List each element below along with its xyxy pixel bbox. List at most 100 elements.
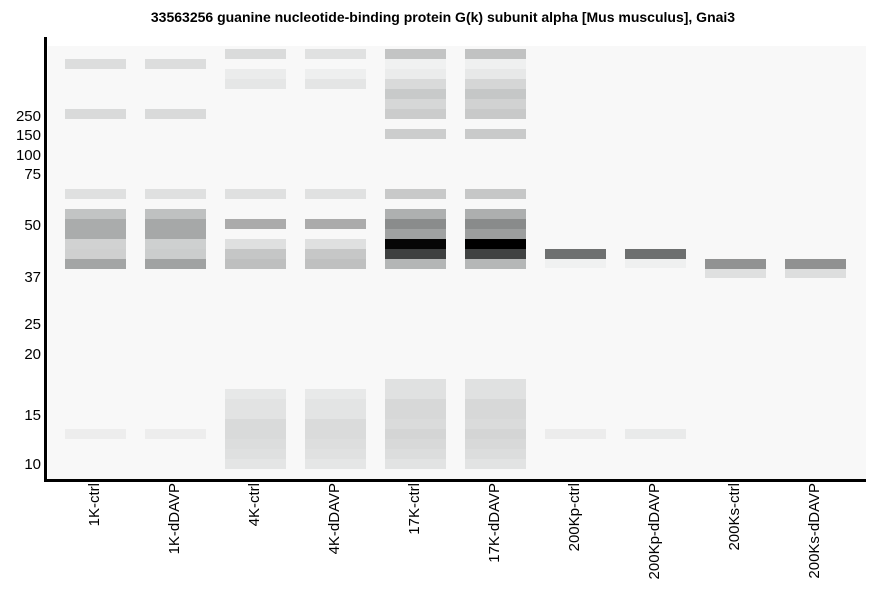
lane-label: 17K-ctrl (406, 483, 423, 535)
gel-band (465, 229, 526, 239)
gel-band (305, 439, 366, 449)
gel-band (385, 109, 446, 119)
figure-title: 33563256 guanine nucleotide-binding prot… (150, 9, 736, 25)
y-axis-tick-label: 15 (24, 407, 41, 424)
gel-band (225, 449, 286, 459)
gel-band (305, 69, 366, 79)
gel-band (385, 129, 446, 139)
gel-band (465, 399, 526, 419)
gel-band (385, 189, 446, 199)
gel-band (465, 449, 526, 459)
gel-band (785, 259, 846, 269)
y-axis-tick-label: 10 (24, 456, 41, 473)
lane-label: 17K-dDAVP (486, 483, 503, 563)
gel-band (65, 259, 126, 269)
gel-band (145, 259, 206, 269)
gel-band (65, 189, 126, 199)
gel-band (225, 69, 286, 79)
gel-band (385, 259, 446, 269)
y-axis-tick-label: 20 (24, 346, 41, 363)
gel-band (465, 59, 526, 69)
gel-band (225, 259, 286, 269)
y-axis-tick-label: 25 (24, 316, 41, 333)
gel-band (705, 259, 766, 269)
gel-band (65, 429, 126, 439)
gel-band (465, 219, 526, 229)
gel-band (465, 259, 526, 269)
gel-band (65, 109, 126, 119)
gel-band (65, 239, 126, 249)
gel-band (465, 79, 526, 89)
gel-band (225, 219, 286, 229)
gel-band (225, 189, 286, 199)
gel-band (225, 459, 286, 469)
y-axis-tick-label: 250 (15, 108, 41, 125)
gel-band (385, 59, 446, 69)
gel-band (225, 419, 286, 439)
gel-band (385, 209, 446, 219)
gel-band (145, 59, 206, 69)
gel-band (385, 229, 446, 239)
lane-label: 200Ks-ctrl (726, 483, 743, 551)
gel-band (625, 259, 686, 268)
gel-band (225, 49, 286, 59)
gel-band (625, 429, 686, 439)
gel-band (305, 219, 366, 229)
gel-band (465, 209, 526, 219)
gel-band (465, 459, 526, 469)
gel-band (145, 109, 206, 119)
gel-band (465, 379, 526, 399)
gel-band (65, 219, 126, 239)
y-axis-line (44, 37, 47, 482)
gel-band (465, 129, 526, 139)
gel-band (705, 269, 766, 278)
gel-band (545, 249, 606, 259)
gel-band (385, 449, 446, 459)
gel-band (305, 419, 366, 439)
gel-band (385, 459, 446, 469)
gel-band (145, 189, 206, 199)
gel-band (145, 209, 206, 219)
gel-band (225, 239, 286, 249)
gel-band (305, 189, 366, 199)
gel-band (305, 249, 366, 259)
gel-band (305, 49, 366, 59)
y-axis-tick-label: 75 (24, 166, 41, 183)
gel-band (305, 259, 366, 269)
gel-band (465, 429, 526, 439)
gel-band (65, 59, 126, 69)
gel-band (225, 79, 286, 89)
y-axis-tick-label: 50 (24, 217, 41, 234)
gel-band (145, 219, 206, 239)
gel-band (145, 249, 206, 259)
gel-band (465, 99, 526, 109)
y-axis-tick-label: 100 (15, 147, 41, 164)
gel-band (305, 459, 366, 469)
gel-band (225, 389, 286, 399)
gel-band (145, 429, 206, 439)
gel-band (465, 239, 526, 249)
gel-band (385, 419, 446, 429)
gel-band (385, 249, 446, 259)
gel-band (465, 189, 526, 199)
x-axis-line (44, 479, 866, 482)
gel-band (465, 69, 526, 79)
lane-label: 1K-ctrl (86, 483, 103, 527)
gel-band (465, 249, 526, 259)
gel-band (465, 109, 526, 119)
gel-band (385, 89, 446, 99)
y-axis-tick-label: 150 (15, 127, 41, 144)
gel-band (385, 219, 446, 229)
gel-band (305, 79, 366, 89)
lane-label: 200Kp-ctrl (566, 483, 583, 552)
gel-band (225, 399, 286, 419)
gel-band (385, 429, 446, 439)
gel-band (385, 399, 446, 419)
y-axis-tick-label: 37 (24, 269, 41, 286)
gel-band (465, 419, 526, 429)
gel-band (465, 439, 526, 449)
gel-band (385, 69, 446, 79)
gel-band (145, 239, 206, 249)
gel-band (785, 269, 846, 278)
